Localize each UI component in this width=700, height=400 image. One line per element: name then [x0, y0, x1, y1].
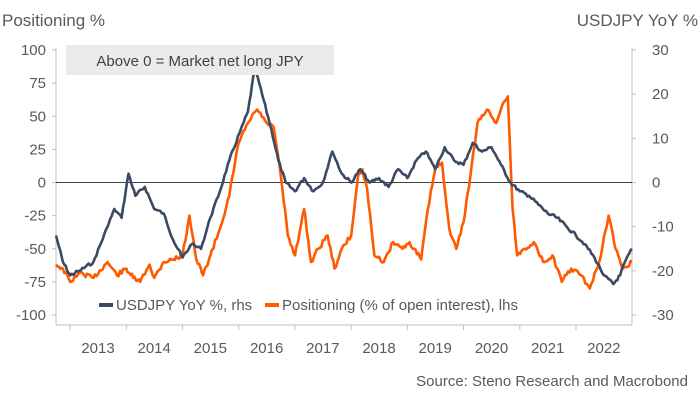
x-tick-label: 2016 [250, 340, 283, 357]
plot-frame [55, 48, 633, 326]
series-layer [54, 66, 633, 290]
x-tick-label: 2015 [194, 340, 227, 357]
x-axis: 2013 2014 2015 2016 2017 2018 2019 2020 2021 2022 [69, 325, 621, 357]
right-tick-label: -10 [652, 219, 674, 236]
right-tick-label: -30 [652, 307, 674, 324]
left-tick-label: -25 [24, 208, 46, 225]
right-tick-label: -20 [652, 263, 674, 280]
series-line-usdjpy [54, 66, 633, 286]
x-tick-label: 2021 [531, 340, 564, 357]
left-tick-label: 25 [29, 141, 46, 158]
left-tick-label: -75 [24, 274, 46, 291]
right-axis: 30 20 10 0 -10 -20 -30 [632, 42, 674, 324]
source-note: Source: Steno Research and Macrobond [416, 373, 688, 390]
legend: USDJPY YoY %, rhs Positioning (% of open… [99, 297, 518, 314]
annotation-box [66, 45, 334, 75]
left-tick-label: 75 [29, 75, 46, 92]
left-axis-title: Positioning % [2, 11, 105, 30]
right-tick-label: 20 [652, 86, 669, 103]
x-tick-label: 2018 [362, 340, 395, 357]
right-tick-label: 10 [652, 130, 669, 147]
right-tick-label: 0 [652, 175, 660, 192]
x-tick-label: 2013 [81, 340, 114, 357]
right-axis-title: USDJPY YoY % [577, 11, 698, 30]
x-tick-label: 2019 [418, 340, 451, 357]
right-tick-label: 30 [652, 42, 669, 59]
annotation-text: Above 0 = Market net long JPY [96, 53, 303, 70]
left-tick-label: 100 [21, 42, 46, 59]
legend-label-usdjpy: USDJPY YoY %, rhs [116, 297, 252, 314]
left-tick-label: 0 [38, 175, 46, 192]
x-tick-label: 2020 [475, 340, 508, 357]
left-tick-label: 50 [29, 108, 46, 125]
legend-label-positioning: Positioning (% of open interest), lhs [282, 297, 518, 314]
left-tick-label: -50 [24, 241, 46, 258]
x-tick-label: 2022 [587, 340, 620, 357]
left-tick-label: -100 [16, 307, 46, 324]
left-axis: 100 75 50 25 0 -25 -50 -75 -100 [16, 42, 56, 324]
series-line-positioning [54, 95, 633, 290]
x-tick-label: 2017 [306, 340, 339, 357]
x-tick-label: 2014 [137, 340, 170, 357]
